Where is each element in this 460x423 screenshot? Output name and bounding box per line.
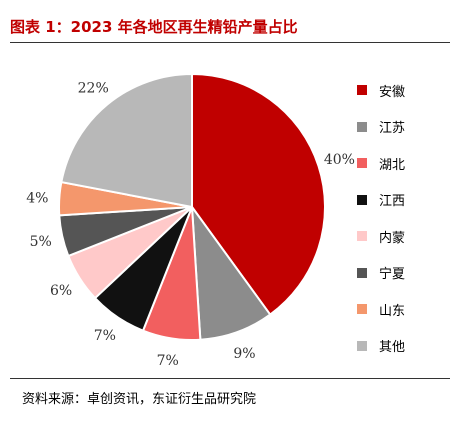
chart-legend: 安徽江苏湖北江西内蒙宁夏山东其他 — [357, 72, 405, 364]
slice-label-7: 4% — [26, 190, 48, 206]
legend-label-2: 江苏 — [379, 121, 406, 137]
legend-swatch-5 — [357, 231, 367, 242]
slice-label-3: 7% — [157, 353, 179, 369]
pie-slice-8 — [60, 72, 193, 209]
legend-item-7: 山东 — [357, 291, 405, 328]
legend-item-4: 江西 — [357, 182, 405, 219]
legend-swatch-6 — [357, 267, 367, 278]
slice-label-6: 5% — [30, 234, 52, 250]
legend-label-7: 山东 — [379, 303, 406, 319]
legend-item-1: 安徽 — [357, 72, 405, 109]
pie-slice-1 — [191, 72, 326, 316]
legend-swatch-4 — [357, 194, 367, 205]
legend-item-3: 湖北 — [357, 145, 405, 182]
legend-label-5: 内蒙 — [379, 230, 406, 246]
legend-swatch-7 — [357, 304, 367, 315]
legend-label-1: 安徽 — [379, 84, 406, 100]
legend-item-2: 江苏 — [357, 109, 405, 146]
legend-item-5: 内蒙 — [357, 218, 405, 255]
legend-swatch-8 — [357, 340, 367, 351]
source-divider — [10, 378, 450, 379]
legend-label-4: 江西 — [379, 194, 406, 210]
slice-label-1: 40% — [324, 152, 355, 168]
source-note: 资料来源：卓创资讯，东证衍生品研究院 — [22, 392, 257, 407]
legend-item-6: 宁夏 — [357, 255, 405, 292]
slice-label-5: 6% — [50, 283, 72, 299]
legend-swatch-1 — [357, 85, 367, 96]
legend-label-3: 湖北 — [379, 157, 406, 173]
legend-swatch-3 — [357, 158, 367, 169]
legend-label-6: 宁夏 — [379, 267, 406, 283]
slice-label-4: 7% — [94, 328, 116, 344]
slice-label-2: 9% — [233, 346, 255, 362]
legend-label-8: 其他 — [379, 340, 406, 356]
chart-title: 图表 1：2023 年各地区再生精铅产量占比 — [10, 18, 298, 36]
slice-label-8: 22% — [78, 81, 109, 97]
title-divider — [10, 42, 450, 43]
legend-swatch-2 — [357, 121, 367, 132]
legend-item-8: 其他 — [357, 328, 405, 365]
